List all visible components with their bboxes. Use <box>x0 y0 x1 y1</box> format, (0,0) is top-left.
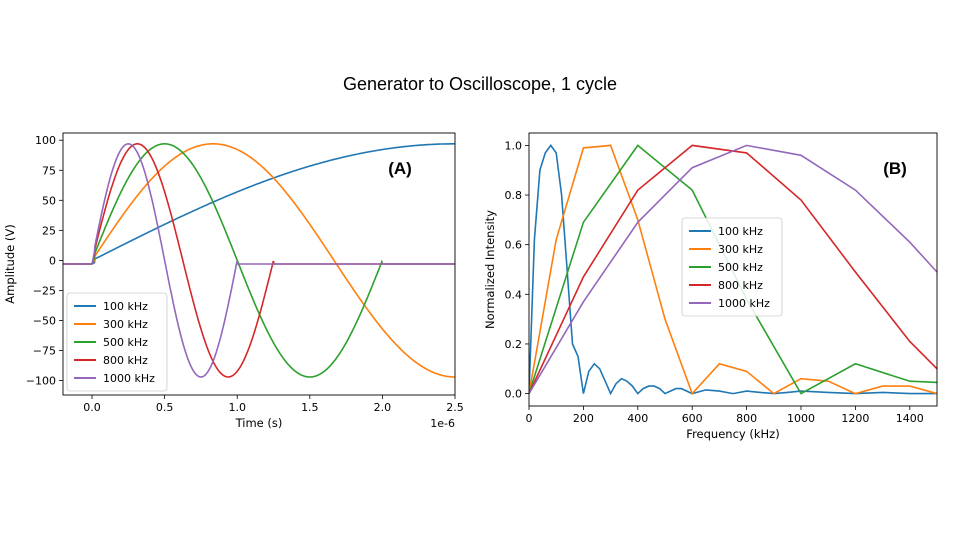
plot-frame <box>62 132 456 396</box>
legend-label-100-khz: 100 kHz <box>718 225 763 238</box>
y-tick-label: 25 <box>42 224 56 237</box>
y-tick-label: 0 <box>49 254 56 267</box>
x-tick-label: 800 <box>736 412 757 425</box>
y-tick-label: −50 <box>33 314 56 327</box>
y-tick-label: −100 <box>26 375 56 388</box>
x-tick-label: 1.0 <box>228 401 246 414</box>
y-axis-label: Normalized Intensity <box>483 210 497 329</box>
panel-label-a: (A) <box>388 159 412 178</box>
y-axis-label: Amplitude (V) <box>3 224 17 303</box>
x-tick-label: 1000 <box>787 412 815 425</box>
y-tick-label: 75 <box>42 164 56 177</box>
series-line-100-khz <box>529 144 937 396</box>
panel-label-b: (B) <box>883 159 907 178</box>
x-tick-label: 1400 <box>896 412 924 425</box>
series-line-800-khz <box>529 144 937 394</box>
y-tick-label: 100 <box>35 134 56 147</box>
slide-title: Generator to Oscilloscope, 1 cycle <box>342 74 618 94</box>
x-tick-label: 200 <box>573 412 594 425</box>
y-tick-label: 0.2 <box>505 338 523 351</box>
series-line-1000-khz <box>529 144 937 395</box>
y-tick-label: 1.0 <box>505 139 523 152</box>
legend-box <box>66 292 168 392</box>
legend-label-500-khz: 500 kHz <box>718 261 763 274</box>
series-line-300-khz <box>63 142 455 378</box>
x-tick-label: 1.5 <box>301 401 319 414</box>
y-tick-label: 0.8 <box>505 189 523 202</box>
legend-label-1000-khz: 1000 kHz <box>103 372 155 385</box>
legend-label-800-khz: 800 kHz <box>718 279 763 292</box>
y-tick-label: 0.0 <box>505 388 523 401</box>
legend-label-300-khz: 300 kHz <box>103 318 148 331</box>
y-tick-label: 50 <box>42 194 56 207</box>
y-tick-label: −75 <box>33 345 56 358</box>
x-tick-label: 600 <box>682 412 703 425</box>
legend-label-300-khz: 300 kHz <box>718 243 763 256</box>
legend-label-100-khz: 100 kHz <box>103 300 148 313</box>
plot-frame <box>528 132 938 407</box>
y-tick-label: −25 <box>33 284 56 297</box>
x-tick-label: 0.0 <box>83 401 101 414</box>
x-axis-label: Time (s) <box>235 416 283 430</box>
chart-b-frequency-spectrum: 0 200 400 600 800 1000 1200 1400 0.0 0.2 0.4 0.6 0.8… <box>483 132 938 441</box>
x-axis-label: Frequency (kHz) <box>686 427 779 441</box>
series-line-100-khz <box>63 142 455 265</box>
x-offset-text: 1e-6 <box>430 417 455 430</box>
legend-label-1000-khz: 1000 kHz <box>718 297 770 310</box>
x-tick-label: 0 <box>526 412 533 425</box>
legend-label-500-khz: 500 kHz <box>103 336 148 349</box>
x-tick-label: 0.5 <box>156 401 174 414</box>
y-tick-label: 0.6 <box>505 239 523 252</box>
chart-a-time-domain: 0.0 0.5 1.0 1.5 2.0 2.5 100 75 50 25 0 −25 −50 −75 −10… <box>3 132 464 430</box>
x-tick-label: 1200 <box>841 412 869 425</box>
legend-label-800-khz: 800 kHz <box>103 354 148 367</box>
x-tick-label: 400 <box>627 412 648 425</box>
y-tick-label: 0.4 <box>505 288 523 301</box>
series-line-300-khz <box>529 144 937 396</box>
legend-box <box>681 217 783 317</box>
x-tick-label: 2.0 <box>374 401 392 414</box>
series-line-1000-khz <box>63 142 455 378</box>
x-tick-label: 2.5 <box>446 401 464 414</box>
